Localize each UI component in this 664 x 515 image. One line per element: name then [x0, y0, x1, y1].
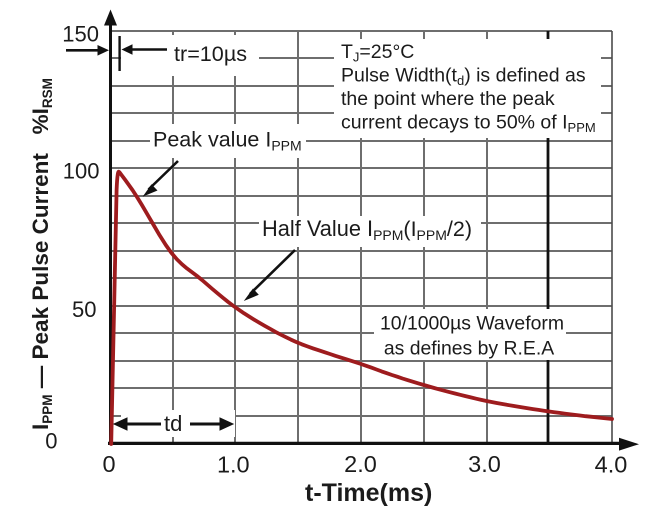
svg-text:as defines by R.E.A: as defines by R.E.A — [384, 338, 554, 360]
svg-text:IPPM — Peak Pulse Current %I: IPPM — Peak Pulse Current %IRSM — [28, 78, 55, 430]
svg-text:50: 50 — [72, 297, 96, 322]
svg-text:Half Value IPPM(IPPM/2): Half Value IPPM(IPPM/2) — [262, 216, 472, 243]
svg-text:current decays to 50% of IPPM: current decays to 50% of IPPM — [341, 112, 596, 136]
svg-text:150: 150 — [62, 22, 99, 47]
svg-text:2.0: 2.0 — [344, 451, 377, 477]
svg-text:tr=10µs: tr=10µs — [174, 41, 247, 66]
svg-text:t-Time(ms): t-Time(ms) — [305, 479, 432, 507]
svg-text:0: 0 — [45, 429, 57, 454]
svg-text:0: 0 — [102, 451, 115, 477]
svg-text:TJ=25°C: TJ=25°C — [341, 41, 414, 65]
svg-text:10/1000µs Waveform: 10/1000µs Waveform — [380, 313, 564, 335]
svg-text:the point where the peak: the point where the peak — [341, 88, 555, 110]
svg-text:1.0: 1.0 — [217, 451, 250, 477]
svg-text:td: td — [164, 411, 182, 436]
svg-text:Pulse Width(td) is defined as: Pulse Width(td) is defined as — [341, 65, 586, 89]
svg-text:3.0: 3.0 — [468, 451, 501, 477]
svg-text:4.0: 4.0 — [595, 451, 628, 477]
svg-text:100: 100 — [63, 159, 100, 184]
